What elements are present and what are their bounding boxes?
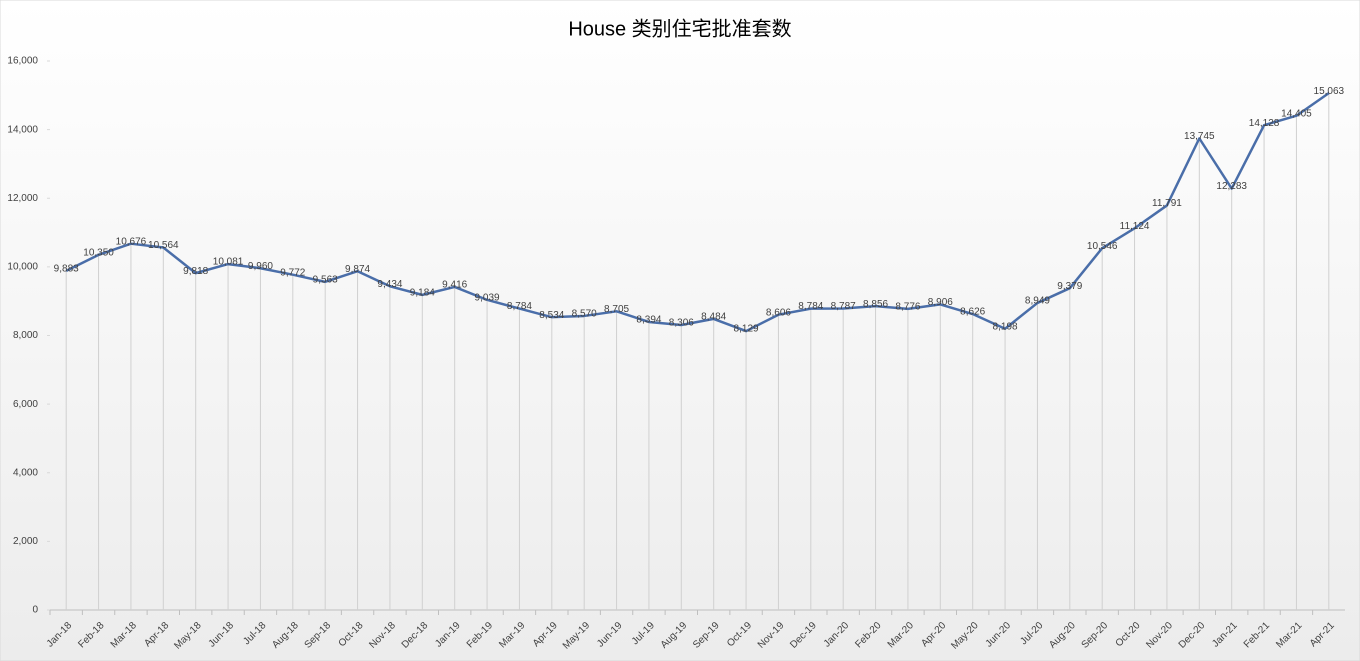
- data-label: 8,949: [1025, 296, 1050, 307]
- chart-title: House 类别住宅批准套数: [568, 17, 791, 40]
- y-tick-label: 6,000: [13, 399, 38, 410]
- data-label: 10,564: [148, 240, 179, 251]
- data-label: 9,883: [54, 264, 79, 275]
- data-label: 8,129: [734, 324, 759, 335]
- y-tick-label: 2,000: [13, 536, 38, 547]
- data-label: 8,787: [831, 301, 856, 312]
- data-label: 8,906: [928, 297, 953, 308]
- data-label: 13,745: [1184, 131, 1215, 142]
- data-label: 8,198: [993, 321, 1018, 332]
- data-label: 8,484: [701, 312, 726, 323]
- data-label: 9,772: [280, 267, 305, 278]
- y-tick-label: 16,000: [7, 56, 38, 67]
- data-label: 14,128: [1249, 118, 1280, 129]
- data-label: 9,960: [248, 261, 273, 272]
- data-label: 8,776: [895, 302, 920, 313]
- data-label: 10,676: [116, 236, 147, 247]
- data-label: 14,405: [1281, 108, 1312, 119]
- data-label: 8,394: [636, 315, 661, 326]
- data-label: 9,818: [183, 266, 208, 277]
- line: [65, 92, 1330, 333]
- y-tick-label: 8,000: [13, 330, 38, 341]
- data-label: 8,784: [507, 301, 532, 312]
- data-label: 8,606: [766, 307, 791, 318]
- data-label: 11,791: [1152, 198, 1182, 209]
- data-label: 9,563: [313, 275, 338, 286]
- y-tick-label: 12,000: [7, 193, 38, 204]
- y-tick-label: 10,000: [7, 262, 38, 273]
- data-label: 12,283: [1216, 181, 1247, 192]
- data-label: 8,306: [669, 318, 694, 329]
- data-label: 9,184: [410, 288, 435, 299]
- data-label: 8,626: [960, 307, 985, 318]
- y-tick-label: 4,000: [13, 467, 38, 478]
- y-tick-label: 14,000: [7, 124, 38, 135]
- data-label: 8,534: [539, 310, 564, 321]
- data-label: 9,379: [1057, 281, 1082, 292]
- data-label: 9,874: [345, 264, 370, 275]
- y-tick-label: 0: [32, 605, 38, 616]
- data-label: 9,039: [475, 292, 500, 303]
- data-label: 15,063: [1314, 86, 1345, 97]
- data-label: 11,124: [1120, 221, 1150, 232]
- data-label: 9,416: [442, 280, 467, 291]
- data-label: 10,350: [83, 248, 114, 259]
- data-label: 8,705: [604, 304, 629, 315]
- data-label: 8,856: [863, 299, 888, 310]
- data-label: 10,546: [1087, 241, 1118, 252]
- data-label: 8,784: [798, 301, 823, 312]
- data-label: 10,081: [213, 257, 244, 268]
- data-label: 8,570: [572, 309, 597, 320]
- data-label: 9,434: [377, 279, 402, 290]
